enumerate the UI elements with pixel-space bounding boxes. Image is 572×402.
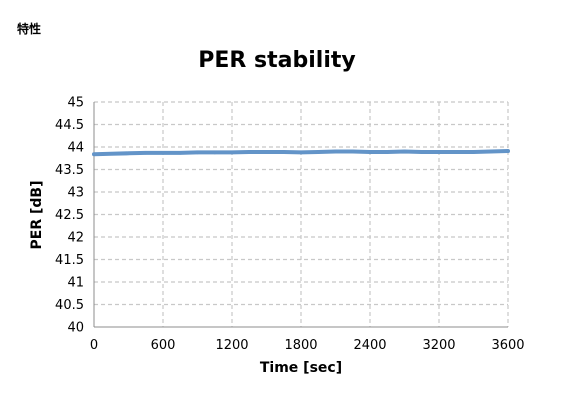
y-tick-label: 41.5 [55, 253, 84, 268]
data-point [299, 150, 303, 155]
data-point [350, 149, 355, 154]
data-point [488, 149, 493, 154]
data-point [385, 150, 390, 154]
data-point [178, 151, 183, 155]
data-point [92, 152, 96, 156]
series-lines [92, 149, 510, 157]
y-tick-label: 41 [67, 276, 84, 291]
data-point [437, 150, 441, 154]
data-point [247, 150, 252, 154]
x-tick-label: 2400 [353, 338, 386, 353]
y-tick-label: 42.5 [55, 208, 84, 223]
y-tick-label: 43.5 [55, 163, 84, 178]
data-point [368, 150, 372, 154]
x-axis-label: Time [sec] [260, 360, 342, 376]
data-point [126, 151, 131, 156]
y-tick-label: 42 [67, 231, 84, 246]
y-tick-label: 44 [67, 141, 84, 156]
data-point [264, 150, 269, 154]
data-point [419, 150, 424, 154]
data-point [195, 150, 200, 155]
x-tick-label: 600 [151, 338, 176, 353]
y-tick-label: 40.5 [55, 298, 84, 313]
plot-area-frame [93, 102, 508, 328]
data-point [109, 151, 114, 156]
data-point [333, 149, 338, 154]
grid-lines [94, 101, 509, 327]
data-point [212, 150, 217, 155]
y-tick-label: 43 [67, 186, 84, 201]
x-tick-label: 0 [90, 338, 98, 353]
x-tick-label: 1800 [284, 338, 317, 353]
data-point [471, 150, 476, 154]
page-heading: 特性 [17, 22, 42, 36]
data-point [316, 150, 321, 154]
y-tick-label: 44.5 [55, 118, 84, 133]
data-point [281, 150, 286, 154]
y-tick-label: 40 [67, 321, 84, 336]
y-axis-label: PER [dB] [29, 181, 45, 250]
x-tick-label: 1200 [215, 338, 248, 353]
x-tick-label: 3600 [491, 338, 524, 353]
data-point [454, 150, 459, 154]
data-point [402, 149, 407, 154]
x-tick-label: 3200 [422, 338, 455, 353]
y-tick-label: 45 [67, 96, 84, 111]
data-point [143, 151, 148, 155]
data-point [230, 150, 234, 155]
data-point [506, 149, 510, 153]
data-point [161, 151, 165, 155]
y-axis-tick-labels: 40 40.5 41 41.5 42 42.5 43 43.5 44 44.5 45 [55, 96, 84, 336]
chart-title: PER stability [198, 48, 355, 73]
x-axis-tick-labels: 0 600 1200 1800 2400 3200 3600 [90, 338, 525, 353]
